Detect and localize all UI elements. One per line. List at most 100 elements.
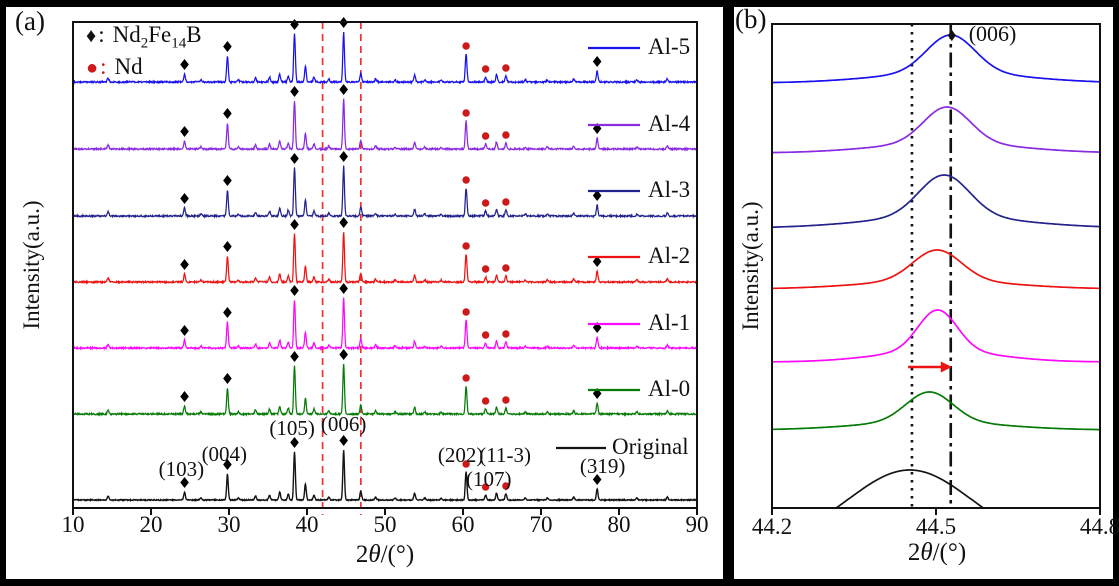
marker-key-nd2fe14b: ♦: Nd2Fe14B bbox=[86, 22, 202, 53]
hkl-label: (006) bbox=[321, 412, 367, 436]
nd-dot-marker bbox=[481, 199, 490, 207]
panel-b-background bbox=[734, 7, 1113, 579]
panel-a-tick-90: 90 bbox=[685, 512, 709, 537]
marker-key-nd: ●: Nd bbox=[86, 54, 143, 80]
nd-dot-marker bbox=[462, 308, 470, 316]
legend-label-al-1: Al-1 bbox=[648, 310, 691, 335]
zoom-trace-al-1 bbox=[772, 309, 1100, 363]
diamond-marker bbox=[290, 19, 299, 30]
diamond-marker bbox=[223, 373, 232, 384]
panel-b-xlabel-prefix: 2 bbox=[907, 539, 921, 566]
nd-dot-marker bbox=[502, 396, 510, 404]
legend-label-al-5: Al-5 bbox=[648, 34, 691, 59]
diamond-icon: ♦ bbox=[947, 25, 957, 46]
diamond-icon: ♦ bbox=[86, 25, 97, 47]
red-dot-icon: ● bbox=[86, 57, 99, 79]
diamond-marker bbox=[180, 126, 189, 137]
diamond-marker bbox=[223, 175, 232, 186]
panel-a-tick-60: 60 bbox=[451, 512, 475, 537]
panel-b-xlabel: 2θ/(°) bbox=[827, 539, 1047, 567]
nd-dot-marker bbox=[481, 265, 490, 273]
nd-dot-marker bbox=[462, 109, 470, 117]
nd-dot-marker bbox=[462, 460, 470, 468]
panel-b-tick-44.5: 44.5 bbox=[915, 514, 957, 539]
panel-b-plot bbox=[771, 23, 1101, 515]
panel-a-tick-30: 30 bbox=[217, 512, 241, 537]
xrd-trace-al-3 bbox=[73, 165, 697, 220]
diamond-marker bbox=[339, 217, 348, 228]
panel-a-xlabel-theta: θ bbox=[368, 541, 381, 568]
diamond-marker bbox=[180, 477, 189, 488]
diamond-marker bbox=[592, 256, 602, 267]
panel-b-xlabel-theta: θ bbox=[920, 539, 933, 566]
peak-markers bbox=[180, 17, 602, 491]
diamond-marker bbox=[180, 391, 189, 402]
marker-key-colon-red: : bbox=[100, 54, 107, 79]
diamond-marker bbox=[290, 219, 299, 230]
diamond-marker bbox=[223, 41, 232, 52]
nd-dot-marker bbox=[502, 482, 510, 490]
legend-label-al-0: Al-0 bbox=[648, 376, 691, 401]
diamond-marker bbox=[339, 84, 348, 95]
hkl-label: (202) bbox=[438, 443, 484, 467]
nd-dot-marker bbox=[462, 242, 470, 250]
panel-a-xlabel: 2θ/(°) bbox=[275, 541, 495, 569]
panel-a-axes-frame bbox=[72, 21, 698, 509]
legend-label-al-2: Al-2 bbox=[648, 243, 691, 268]
nd-dot-marker bbox=[481, 65, 490, 73]
diamond-marker bbox=[180, 59, 189, 70]
diamond-marker bbox=[290, 285, 299, 296]
panel-a-background bbox=[6, 7, 723, 579]
nd-dot-marker bbox=[481, 483, 490, 491]
nd-dot-marker bbox=[462, 176, 470, 184]
panel-b-tick-44.2: 44.2 bbox=[751, 514, 793, 539]
diamond-marker bbox=[223, 307, 232, 318]
zoom-trace-al-5 bbox=[772, 34, 1101, 84]
zoom-trace-original bbox=[834, 469, 985, 508]
nd-dot-marker bbox=[462, 374, 470, 382]
zoom-trace-al-0 bbox=[771, 391, 1100, 431]
xrd-trace-al-0 bbox=[73, 363, 697, 417]
panel-a-xlabel-suffix: /(°) bbox=[380, 541, 415, 568]
peak-shift-arrow-head bbox=[940, 361, 952, 373]
legend-label-original: Original bbox=[612, 434, 689, 459]
nd-dot-marker bbox=[462, 42, 470, 50]
xrd-trace-al-1 bbox=[73, 297, 697, 351]
zoom-trace-al-4 bbox=[772, 106, 1100, 154]
zoom-trace-al-3 bbox=[772, 174, 1100, 228]
marker-key-label-nd: Nd bbox=[112, 22, 141, 47]
marker-key-label-b: B bbox=[186, 22, 202, 47]
panel-b-label: (b) bbox=[735, 4, 767, 34]
hkl-label: (107) bbox=[466, 467, 512, 491]
diamond-marker bbox=[290, 351, 299, 362]
panel-a-tick-50: 50 bbox=[373, 512, 397, 537]
legend-label-al-4: Al-4 bbox=[648, 111, 691, 136]
panel-a-tick-80: 80 bbox=[607, 512, 631, 537]
xrd-trace-al-5 bbox=[73, 31, 697, 85]
legend-label-al-3: Al-3 bbox=[648, 177, 691, 202]
peak-annotation-text: (006) bbox=[968, 21, 1017, 46]
hkl-label: (11-3) bbox=[479, 443, 531, 467]
diamond-marker bbox=[223, 459, 232, 470]
panel-b-xlabel-suffix: /(°) bbox=[932, 539, 967, 566]
marker-key-sub-2: 2 bbox=[140, 35, 149, 52]
diamond-marker bbox=[180, 259, 189, 270]
diamond-marker bbox=[592, 56, 602, 67]
diamond-marker bbox=[223, 241, 232, 252]
diamond-marker bbox=[339, 349, 348, 360]
nd-dot-marker bbox=[481, 132, 490, 140]
diamond-marker bbox=[339, 283, 348, 294]
panel-b-axes-frame bbox=[771, 23, 1101, 509]
diamond-marker bbox=[339, 151, 348, 162]
hkl-label: (105) bbox=[269, 416, 315, 440]
xrd-trace-al-4 bbox=[73, 98, 697, 152]
panel-a-ylabel: Intensity(a.u.) bbox=[19, 200, 44, 330]
marker-key-label-nd-metal: Nd bbox=[114, 54, 143, 79]
nd-dot-marker bbox=[502, 64, 510, 72]
hkl-label: (004) bbox=[202, 442, 248, 466]
xrd-trace-al-2 bbox=[73, 232, 697, 286]
panel-b-peak-annotation: ♦ (006) bbox=[947, 21, 1016, 47]
panel-a-tick-40: 40 bbox=[295, 512, 319, 537]
diamond-marker bbox=[592, 474, 602, 485]
